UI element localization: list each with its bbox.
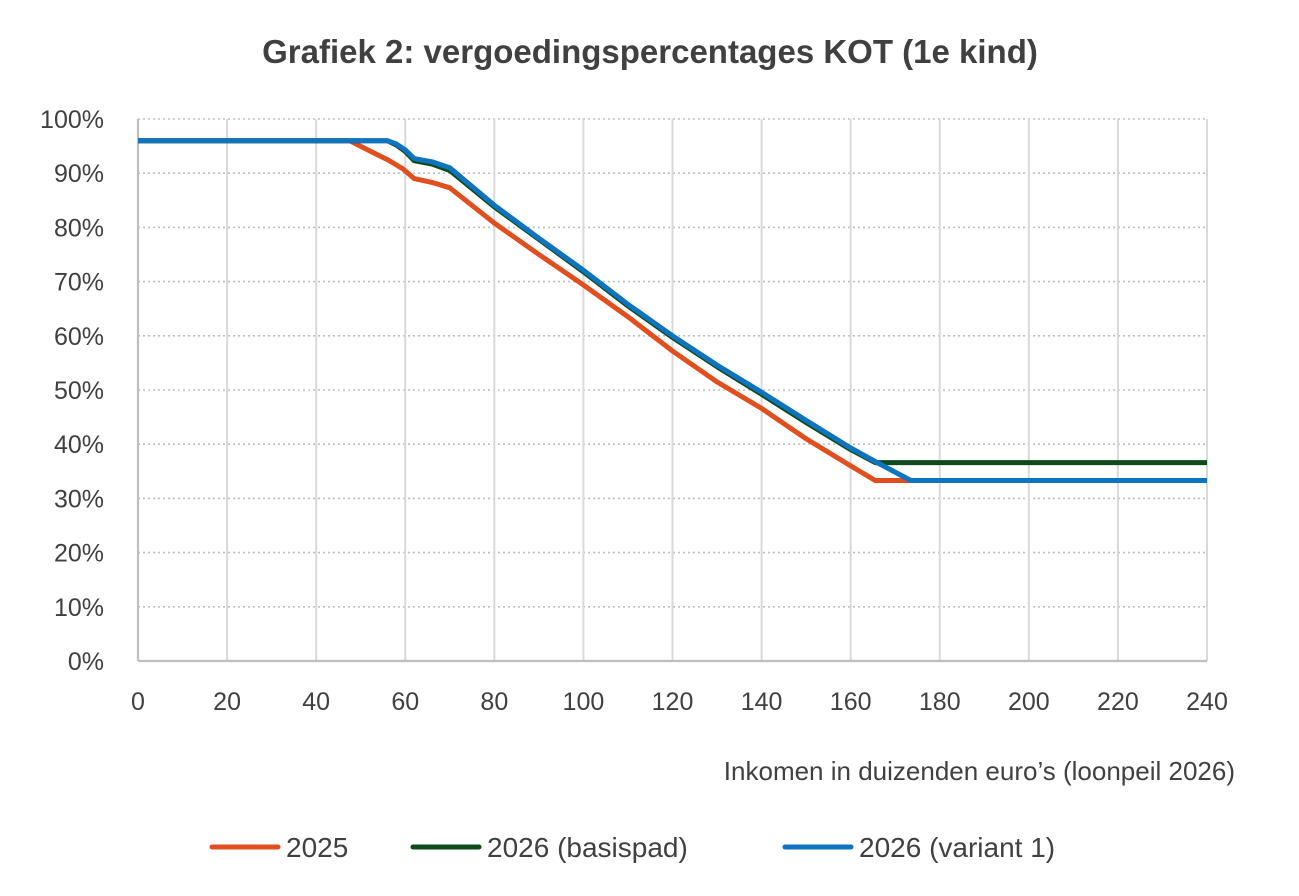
y-tick-label: 50% bbox=[54, 377, 104, 405]
y-tick-label: 10% bbox=[54, 594, 104, 622]
series-line-0 bbox=[138, 138, 1207, 483]
x-tick-label: 100 bbox=[563, 688, 605, 716]
y-tick-labels: 0% 10% 20% 30% 40% 50% 60% 70% 80% 90% 100% bbox=[40, 106, 104, 676]
x-tick-label: 140 bbox=[741, 688, 783, 716]
y-tick-label: 40% bbox=[54, 431, 104, 459]
x-tick-label: 0 bbox=[131, 688, 145, 716]
y-tick-label: 60% bbox=[54, 323, 104, 351]
x-tick-label: 220 bbox=[1097, 688, 1139, 716]
legend-label: 2026 (basispad) bbox=[487, 832, 688, 863]
x-tick-label: 120 bbox=[652, 688, 694, 716]
x-tick-labels: 0 20 40 60 80 100 120 140 160 180 200 220 240 bbox=[131, 688, 1228, 716]
axes bbox=[136, 119, 1207, 663]
legend-label: 2025 bbox=[286, 832, 348, 863]
gridlines bbox=[138, 118, 1208, 661]
chart-title: Grafiek 2: vergoedingspercentages KOT (1… bbox=[262, 33, 1038, 70]
y-tick-label: 0% bbox=[68, 648, 104, 676]
x-tick-label: 40 bbox=[302, 688, 330, 716]
x-tick-label: 20 bbox=[213, 688, 241, 716]
y-tick-label: 80% bbox=[54, 214, 104, 242]
y-tick-label: 90% bbox=[54, 160, 104, 188]
x-tick-label: 180 bbox=[919, 688, 961, 716]
x-tick-label: 80 bbox=[480, 688, 508, 716]
legend-label: 2026 (variant 1) bbox=[859, 832, 1055, 863]
y-tick-label: 30% bbox=[54, 485, 104, 513]
x-tick-label: 60 bbox=[391, 688, 419, 716]
y-tick-label: 20% bbox=[54, 540, 104, 568]
y-tick-label: 100% bbox=[40, 106, 104, 134]
series-line-2 bbox=[138, 138, 1207, 483]
x-axis-label: Inkomen in duizenden euro’s (loonpeil 20… bbox=[724, 756, 1235, 786]
x-tick-label: 160 bbox=[830, 688, 872, 716]
legend: 2025 2026 (basispad) 2026 (variant 1) bbox=[209, 832, 1055, 863]
x-tick-label: 200 bbox=[1008, 688, 1050, 716]
y-tick-label: 70% bbox=[54, 269, 104, 297]
x-tick-label: 240 bbox=[1186, 688, 1228, 716]
series-lines bbox=[138, 138, 1207, 483]
